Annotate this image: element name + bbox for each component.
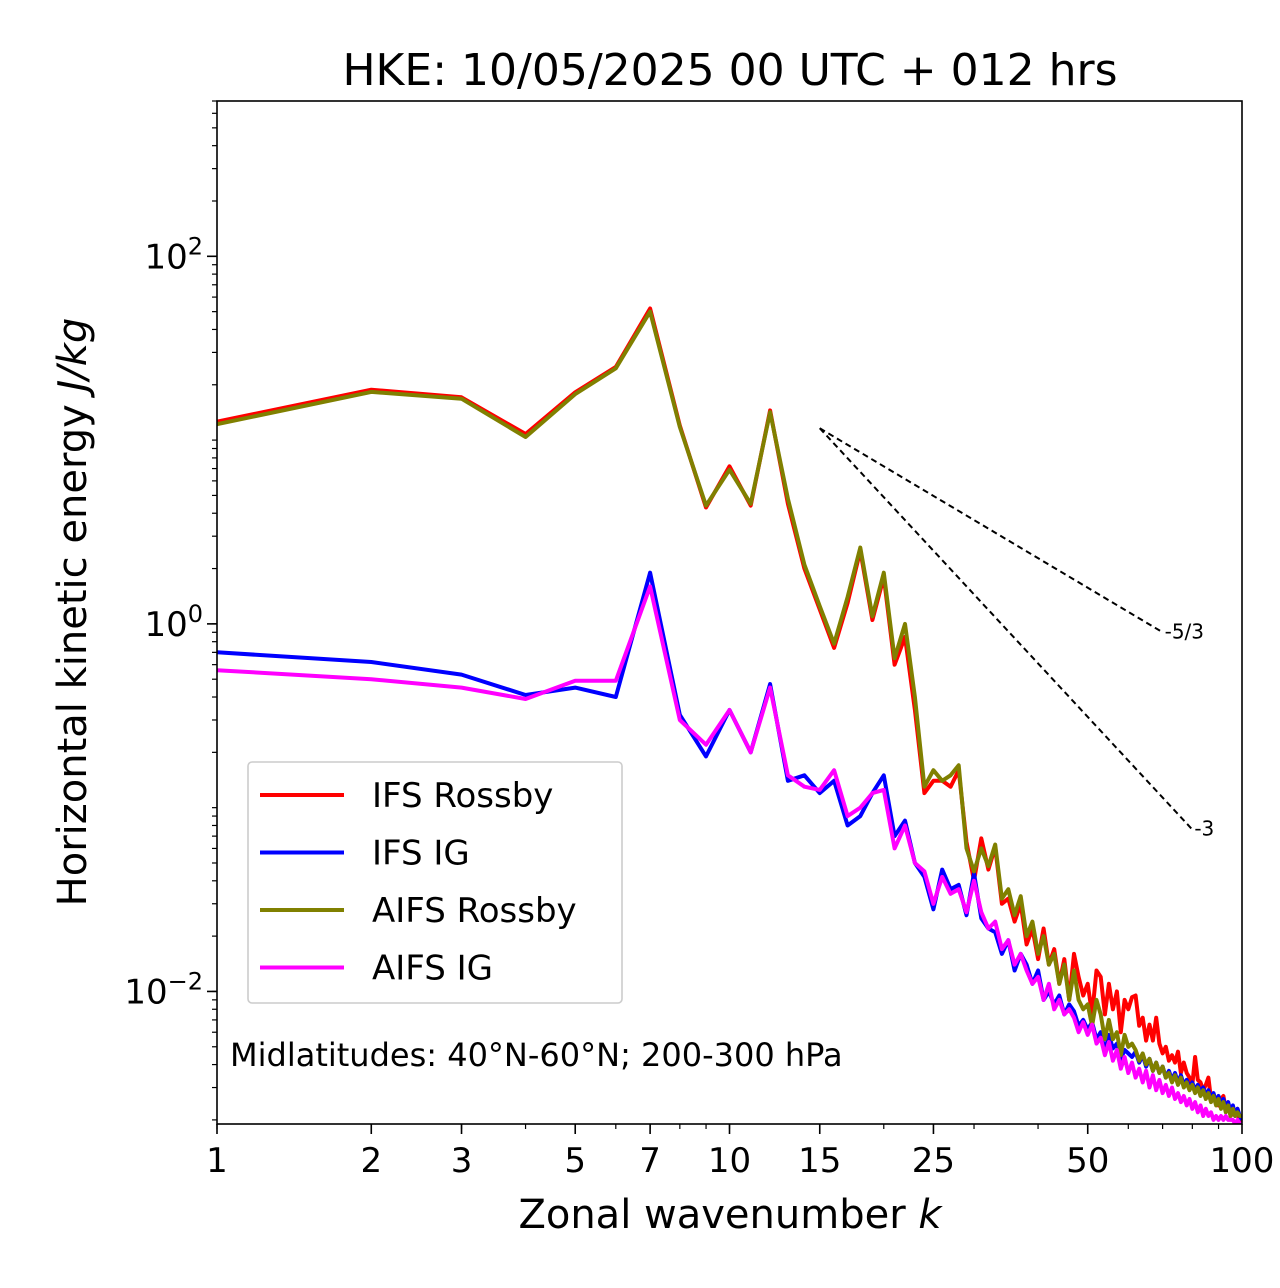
x-tick-label: 100	[1210, 1141, 1275, 1181]
x-tick-label: 1	[206, 1141, 228, 1181]
legend-label: AIFS IG	[372, 949, 493, 989]
series-line-aifs-ig	[217, 584, 1242, 1124]
legend-label: IFS Rossby	[372, 776, 553, 816]
x-tick-label: 5	[564, 1141, 586, 1181]
reference-line-label: -3	[1194, 817, 1214, 841]
y-tick-label: 102	[144, 232, 203, 277]
legend: IFS Rossby IFS IG AIFS Rossby AIFS IG	[247, 761, 623, 1004]
x-tick-label: 25	[912, 1141, 955, 1181]
legend-frame	[247, 761, 623, 1004]
x-axis-label: Zonal wavenumber k	[518, 1192, 943, 1238]
series-layer	[217, 306, 1242, 1124]
chart-title: HKE: 10/05/2025 00 UTC + 012 hrs	[342, 45, 1117, 96]
reference-line-slope	[819, 427, 1194, 831]
region-annotation: Midlatitudes: 40°N-60°N; 200-300 hPa	[230, 1036, 843, 1074]
legend-label: AIFS Rossby	[372, 891, 577, 931]
x-axis: 1 2 3 5 7 10 15 25 50 100	[206, 1124, 1274, 1181]
y-axis: 102 100 10−2	[124, 100, 217, 1121]
y-axis-label: Horizontal kinetic energy J/kg	[50, 318, 96, 907]
reference-lines: -5/3 -3	[819, 427, 1214, 841]
x-tick-label: 10	[708, 1141, 751, 1181]
x-tick-label: 7	[639, 1141, 661, 1181]
x-tick-label: 2	[360, 1141, 382, 1181]
x-tick-label: 15	[798, 1141, 841, 1181]
reference-line-label: -5/3	[1165, 619, 1204, 643]
series-line-aifs-rossby	[217, 309, 1242, 1118]
y-tick-label: 10−2	[124, 967, 203, 1012]
y-tick-label: 100	[144, 600, 203, 645]
legend-label: IFS IG	[372, 834, 470, 874]
x-tick-label: 3	[451, 1141, 473, 1181]
x-tick-label: 50	[1066, 1141, 1109, 1181]
reference-line-slope	[819, 427, 1164, 634]
